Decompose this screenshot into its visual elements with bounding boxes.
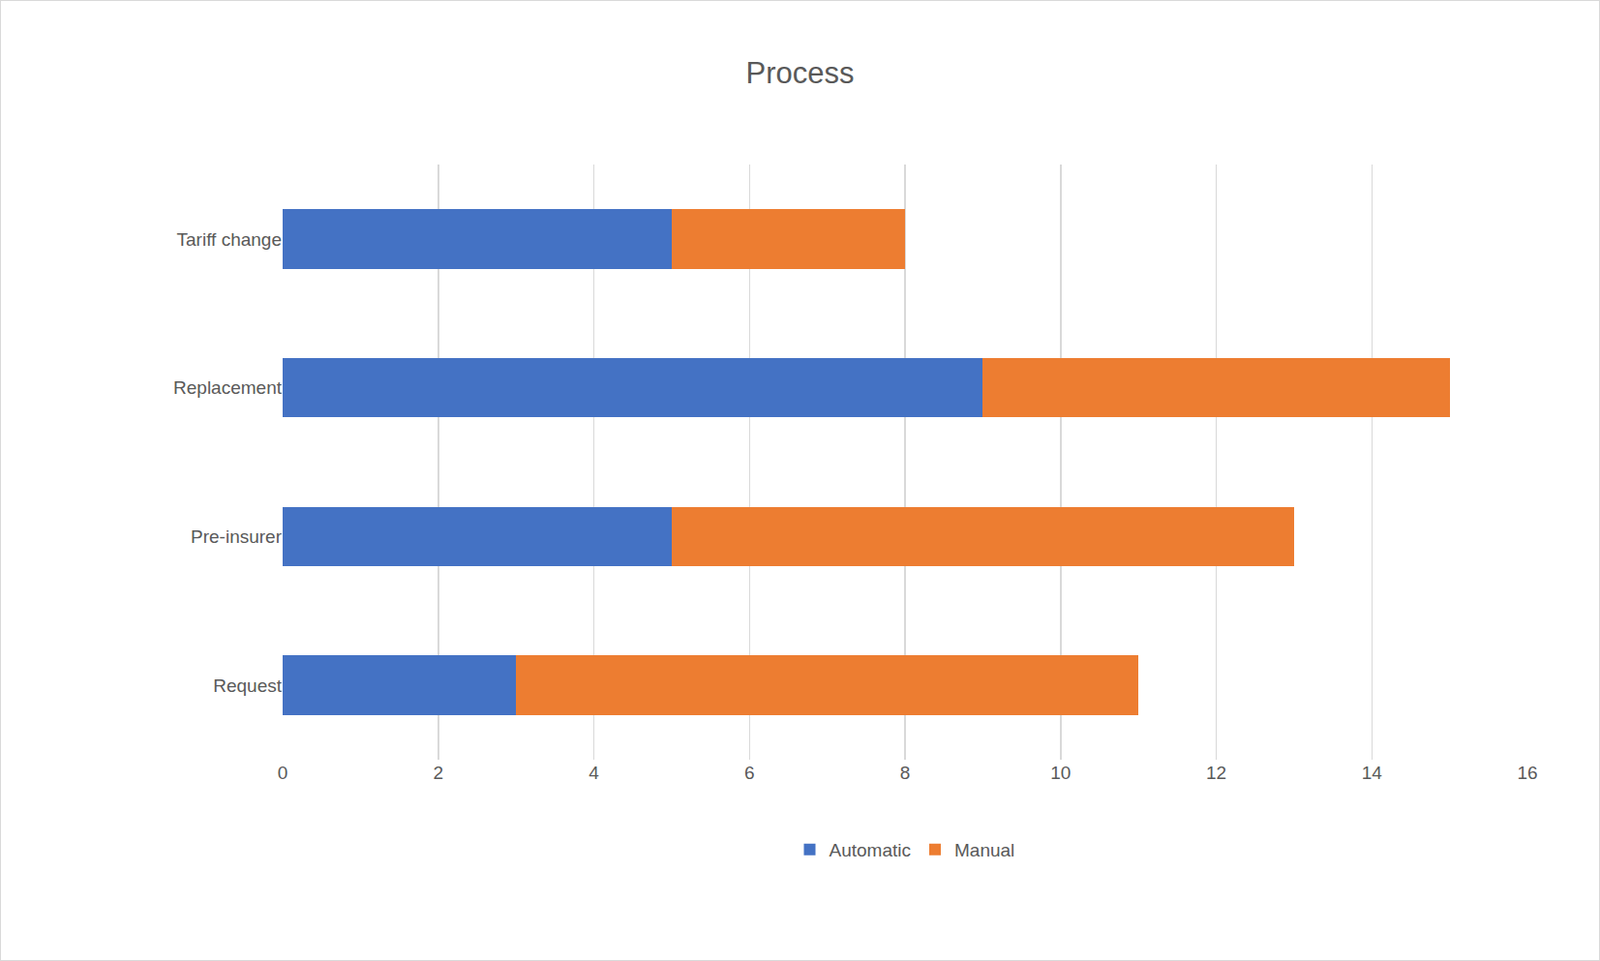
svg-text:4: 4 bbox=[588, 762, 600, 784]
svg-text:12: 12 bbox=[1206, 762, 1227, 784]
svg-text:Request: Request bbox=[212, 675, 282, 696]
svg-text:Pre-insurer: Pre-insurer bbox=[190, 526, 283, 547]
svg-text:6: 6 bbox=[744, 762, 755, 784]
svg-text:0: 0 bbox=[277, 762, 289, 784]
svg-text:2: 2 bbox=[432, 762, 444, 784]
svg-text:Process: Process bbox=[746, 56, 855, 91]
svg-text:Manual: Manual bbox=[954, 840, 1015, 861]
svg-text:Tariff change: Tariff change bbox=[177, 229, 282, 250]
svg-text:16: 16 bbox=[1516, 762, 1538, 784]
svg-text:10: 10 bbox=[1050, 762, 1071, 784]
svg-text:14: 14 bbox=[1361, 762, 1384, 784]
svg-text:Replacement: Replacement bbox=[173, 377, 283, 398]
svg-text:Automatic: Automatic bbox=[829, 840, 911, 861]
svg-text:8: 8 bbox=[900, 762, 911, 784]
